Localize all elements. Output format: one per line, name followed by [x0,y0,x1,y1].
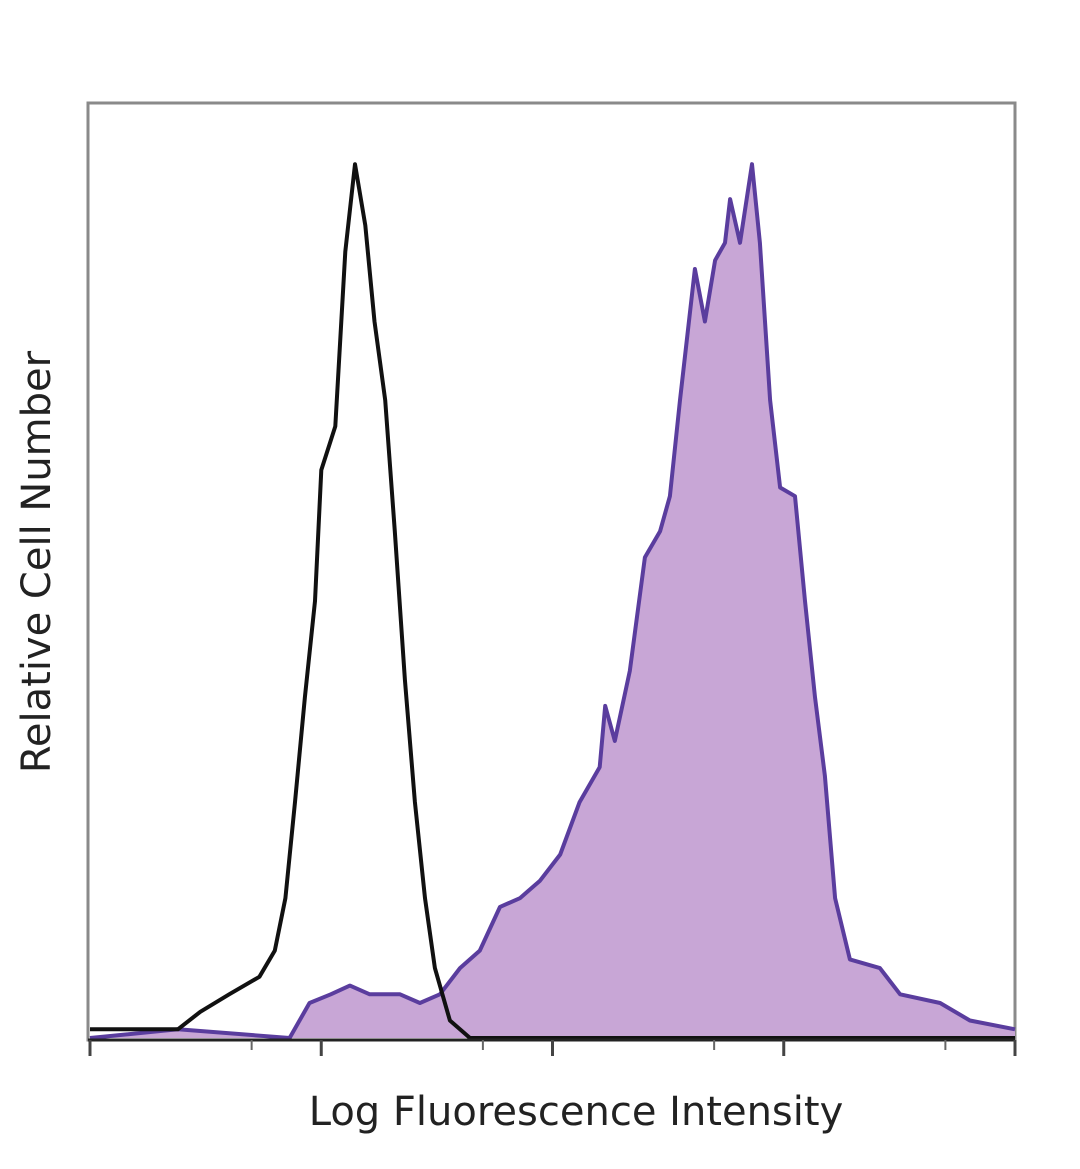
line [90,162,1015,1040]
x-axis-label: Log Fluorescence Intensity [309,1089,844,1135]
line [89,162,1016,1040]
y-axis-label: Relative Cell Number [14,350,60,773]
area [90,164,1015,1038]
